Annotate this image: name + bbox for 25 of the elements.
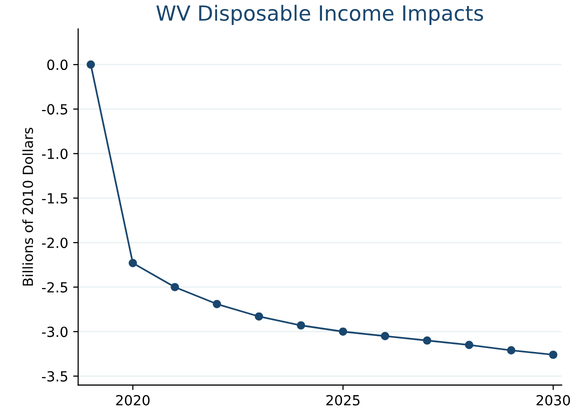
y-tick-label: -3.5 [42, 371, 68, 382]
chart-title: WV Disposable Income Impacts [156, 4, 484, 25]
point [507, 346, 516, 354]
y-tick-label: -2.0 [42, 238, 68, 248]
x-tick-label: 2020 [116, 394, 150, 406]
point [338, 327, 348, 336]
y-tick-label: -0.5 [42, 104, 68, 115]
x-tick-label: 2025 [326, 394, 360, 406]
y-tick-label: -1.5 [42, 193, 68, 204]
point [170, 282, 180, 292]
y-tick-label: -1.0 [42, 148, 68, 160]
point [212, 300, 222, 308]
point [128, 258, 137, 268]
point [254, 312, 264, 321]
point [464, 340, 474, 350]
point [86, 60, 95, 69]
point [380, 332, 390, 340]
y-tick-label: -2.5 [42, 282, 68, 293]
point [422, 336, 432, 345]
y-tick-label: 0.0 [47, 60, 68, 70]
y-tick-label: -3.0 [42, 326, 68, 338]
x-tick-label: 2030 [536, 394, 570, 406]
point [296, 321, 306, 330]
y-axis-title: Billions of 2010 Dollars [22, 128, 34, 286]
point [549, 350, 558, 359]
